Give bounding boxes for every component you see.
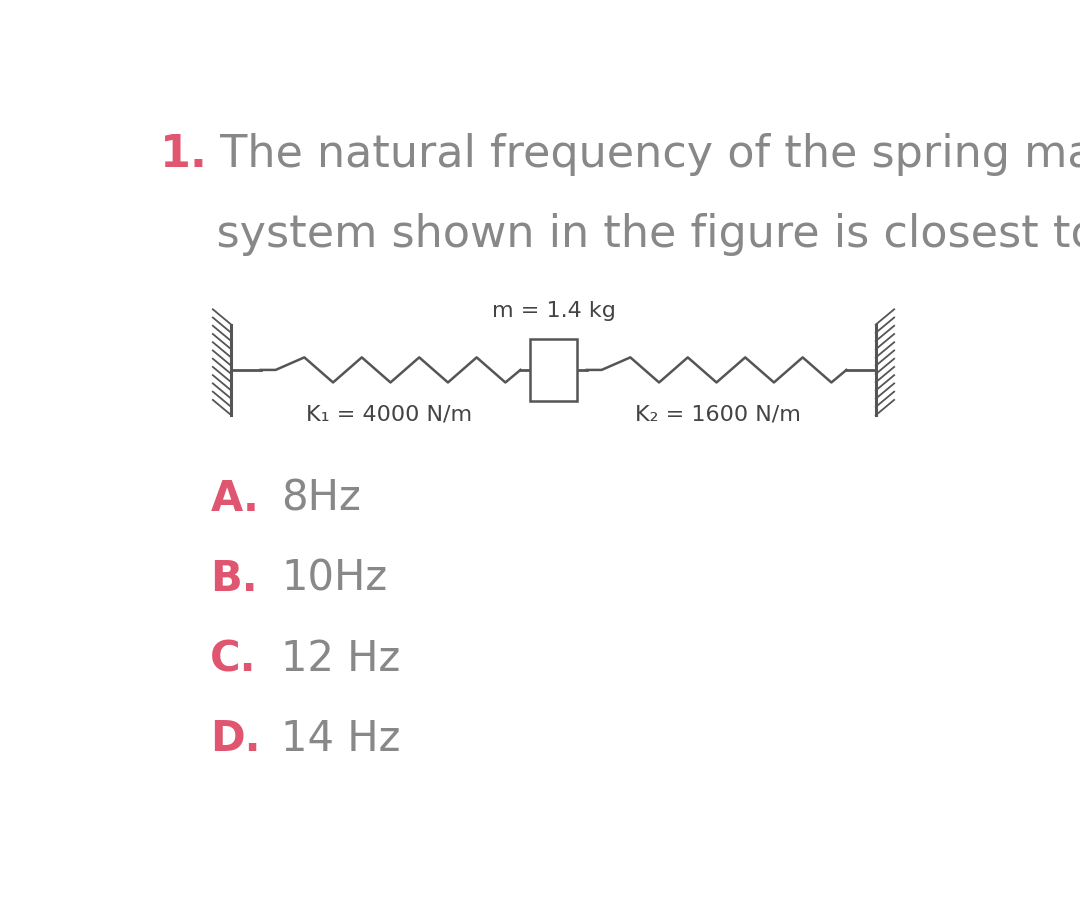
Text: The natural frequency of the spring mass: The natural frequency of the spring mass: [206, 133, 1080, 176]
Text: 12 Hz: 12 Hz: [282, 638, 401, 681]
Text: K₁ = 4000 N/m: K₁ = 4000 N/m: [306, 405, 472, 424]
Text: 14 Hz: 14 Hz: [282, 719, 401, 760]
Text: B.: B.: [211, 558, 258, 600]
Text: system shown in the figure is closest to: system shown in the figure is closest to: [160, 214, 1080, 256]
Text: A.: A.: [211, 478, 259, 519]
Bar: [530, 338, 577, 401]
Text: 1.: 1.: [160, 133, 208, 176]
Text: C.: C.: [211, 638, 257, 681]
Text: 10Hz: 10Hz: [282, 558, 388, 600]
Text: m = 1.4 kg: m = 1.4 kg: [491, 301, 616, 321]
Text: 8Hz: 8Hz: [282, 478, 361, 519]
Text: K₂ = 1600 N/m: K₂ = 1600 N/m: [635, 405, 800, 424]
Text: D.: D.: [211, 719, 261, 760]
